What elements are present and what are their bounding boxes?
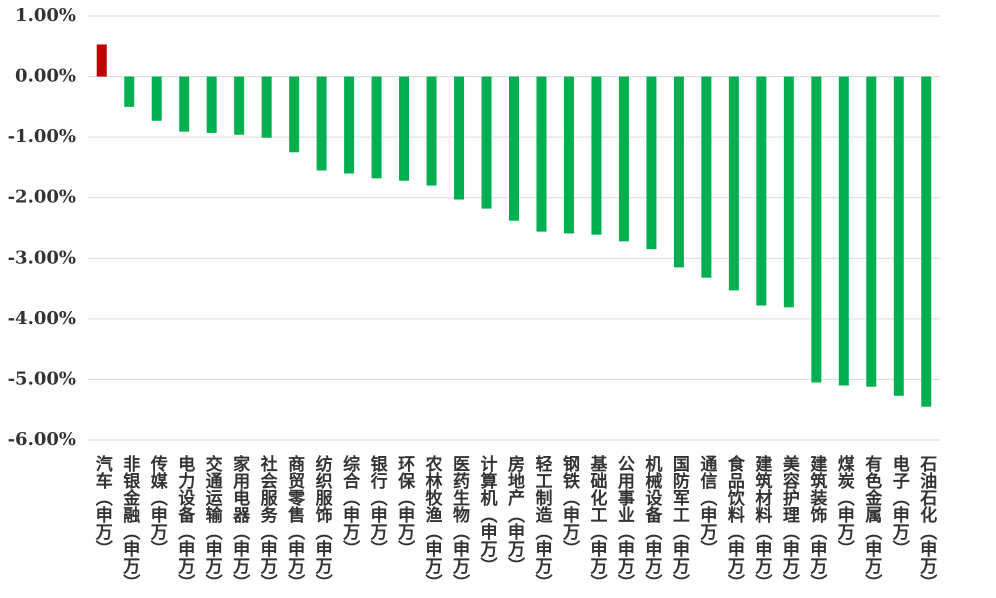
- x-tick-label: 有色金属（申万）: [861, 454, 883, 591]
- x-tick-label: 房地产（申万）: [504, 454, 526, 574]
- x-tick-label: 纺织服饰（申万）: [312, 454, 334, 591]
- bar: [646, 76, 657, 250]
- bar: [179, 76, 190, 132]
- x-tick-label: 公用事业（申万）: [614, 455, 636, 591]
- bar: [316, 76, 327, 171]
- bar: [509, 76, 519, 221]
- bar: [454, 76, 465, 200]
- x-tick-label: 社会服务（申万）: [257, 454, 279, 591]
- x-tick-label: 基础化工（申万）: [586, 454, 608, 591]
- bar: [426, 76, 437, 186]
- bar: [399, 76, 410, 181]
- y-tick-label: -1.00%: [8, 126, 76, 147]
- x-tick-label: 电力设备（申万）: [174, 454, 196, 591]
- bar: [481, 76, 492, 209]
- x-tick-label: 钢铁（申万）: [559, 454, 581, 557]
- y-tick-label: -6.00%: [8, 429, 76, 450]
- x-tick-label: 通信（申万）: [696, 455, 718, 557]
- bar: [371, 76, 382, 179]
- x-tick-label: 食品饮料（申万）: [724, 454, 746, 591]
- bar: [536, 76, 547, 232]
- x-tick-label: 农林牧渔（申万）: [422, 454, 444, 591]
- x-tick-label: 汽车（申万）: [92, 454, 114, 557]
- x-tick-label: 石油石化（申万）: [916, 455, 938, 591]
- bar: [618, 76, 629, 242]
- bar: [728, 76, 739, 291]
- bar: [866, 76, 877, 387]
- bar: [838, 76, 849, 386]
- x-tick-label: 医药生物（申万）: [449, 455, 471, 591]
- bar: [591, 76, 602, 235]
- x-tick-label: 国防军工（申万）: [669, 455, 691, 591]
- bar: [893, 76, 904, 396]
- x-tick-label: 非银金融（申万）: [119, 454, 141, 591]
- x-tick-label: 轻工制造（申万）: [531, 454, 553, 591]
- y-tick-label: -4.00%: [8, 308, 76, 329]
- x-tick-label: 煤炭（申万）: [834, 454, 856, 557]
- bar: [261, 76, 272, 138]
- x-tick-label: 综合（申万）: [339, 454, 361, 557]
- x-tick-label: 建筑装饰（申万）: [806, 454, 828, 591]
- bar: [563, 76, 574, 234]
- x-tick-label: 计算机（申万）: [477, 454, 499, 574]
- bar: [811, 76, 822, 383]
- y-tick-label: 1.00%: [15, 5, 76, 26]
- y-tick-label: -3.00%: [8, 247, 76, 268]
- bar: [96, 44, 107, 77]
- x-tick-label: 传媒（申万）: [147, 454, 169, 557]
- bar: [756, 76, 767, 306]
- x-tick-label: 美容护理（申万）: [779, 454, 801, 591]
- bar: [701, 76, 712, 278]
- bar: [206, 76, 217, 133]
- x-tick-label: 交通运输（申万）: [202, 454, 224, 591]
- bar: [783, 76, 794, 308]
- x-tick-label: 银行（申万）: [367, 454, 389, 557]
- x-tick-label: 环保（申万）: [394, 455, 416, 557]
- x-tick-label: 商贸零售（申万）: [284, 454, 306, 591]
- x-tick-label: 家用电器（申万）: [229, 454, 251, 591]
- x-tick-label: 电子（申万）: [889, 454, 911, 557]
- bar: [344, 76, 355, 174]
- bar: [124, 76, 135, 107]
- y-tick-label: 0.00%: [15, 66, 76, 87]
- bar: [921, 76, 932, 407]
- x-tick-label: 建筑材料（申万）: [751, 454, 773, 591]
- bar: [673, 76, 684, 268]
- y-tick-label: -2.00%: [8, 187, 76, 208]
- bar: [289, 76, 300, 153]
- x-tick-label: 机械设备（申万）: [641, 454, 663, 591]
- bar: [234, 76, 245, 135]
- y-tick-label: -5.00%: [8, 368, 76, 389]
- bar: [151, 76, 162, 121]
